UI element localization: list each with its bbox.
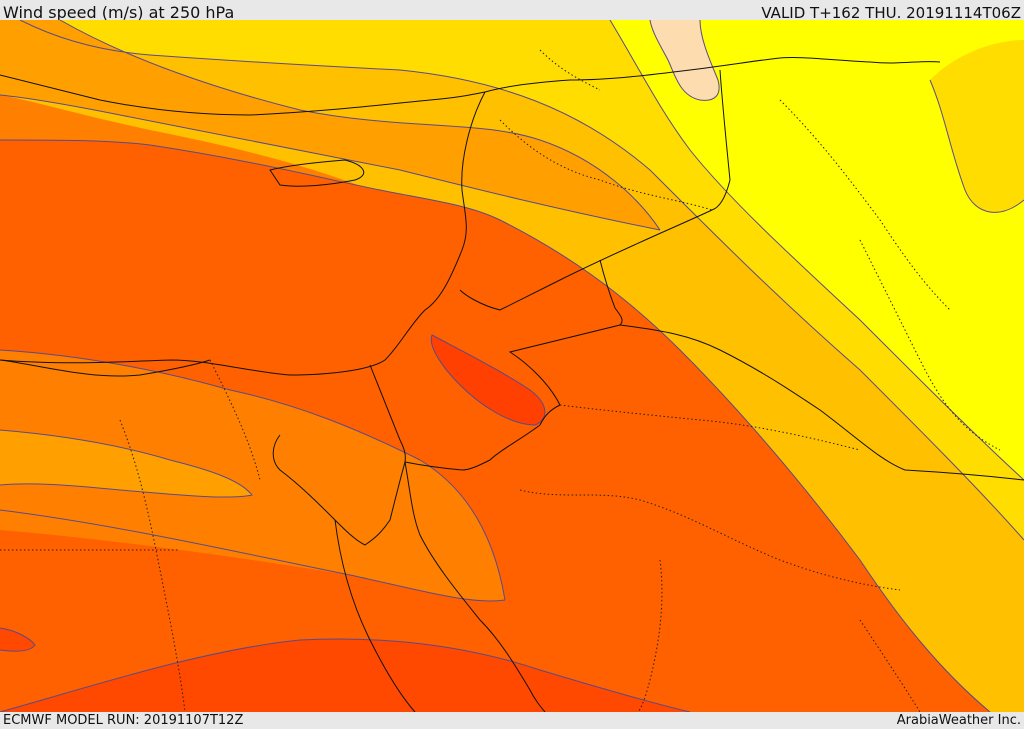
wind-band-orange-south	[0, 350, 505, 601]
wind-band-yellow	[610, 20, 1024, 480]
wind-band-lightest	[650, 20, 720, 101]
header-bar: Wind speed (m/s) at 250 hPa VALID T+162 …	[0, 0, 1024, 22]
jet-core-max	[431, 335, 545, 425]
valid-time-label: VALID T+162 THU. 20191114T06Z	[761, 4, 1021, 22]
wind-band-gold-east	[930, 40, 1024, 213]
admin-boundaries	[0, 49, 1001, 712]
wind-band-orange-dark-core	[0, 140, 990, 712]
isotach-contours	[0, 20, 1024, 712]
wind-band-orange-light-north	[0, 20, 660, 230]
wind-band-red-orange-west	[0, 628, 35, 652]
map-title: Wind speed (m/s) at 250 hPa	[3, 3, 235, 22]
footer-bar: ECMWF MODEL RUN: 20191107T12Z ArabiaWeat…	[0, 712, 1024, 729]
wind-speed-map[interactable]	[0, 20, 1024, 712]
model-run-label: ECMWF MODEL RUN: 20191107T12Z	[3, 713, 244, 728]
wind-band-orange-light-south	[0, 430, 252, 498]
wind-band-red-orange	[0, 639, 690, 712]
country-borders	[0, 56, 1024, 712]
credit-label: ArabiaWeather Inc.	[896, 713, 1021, 728]
